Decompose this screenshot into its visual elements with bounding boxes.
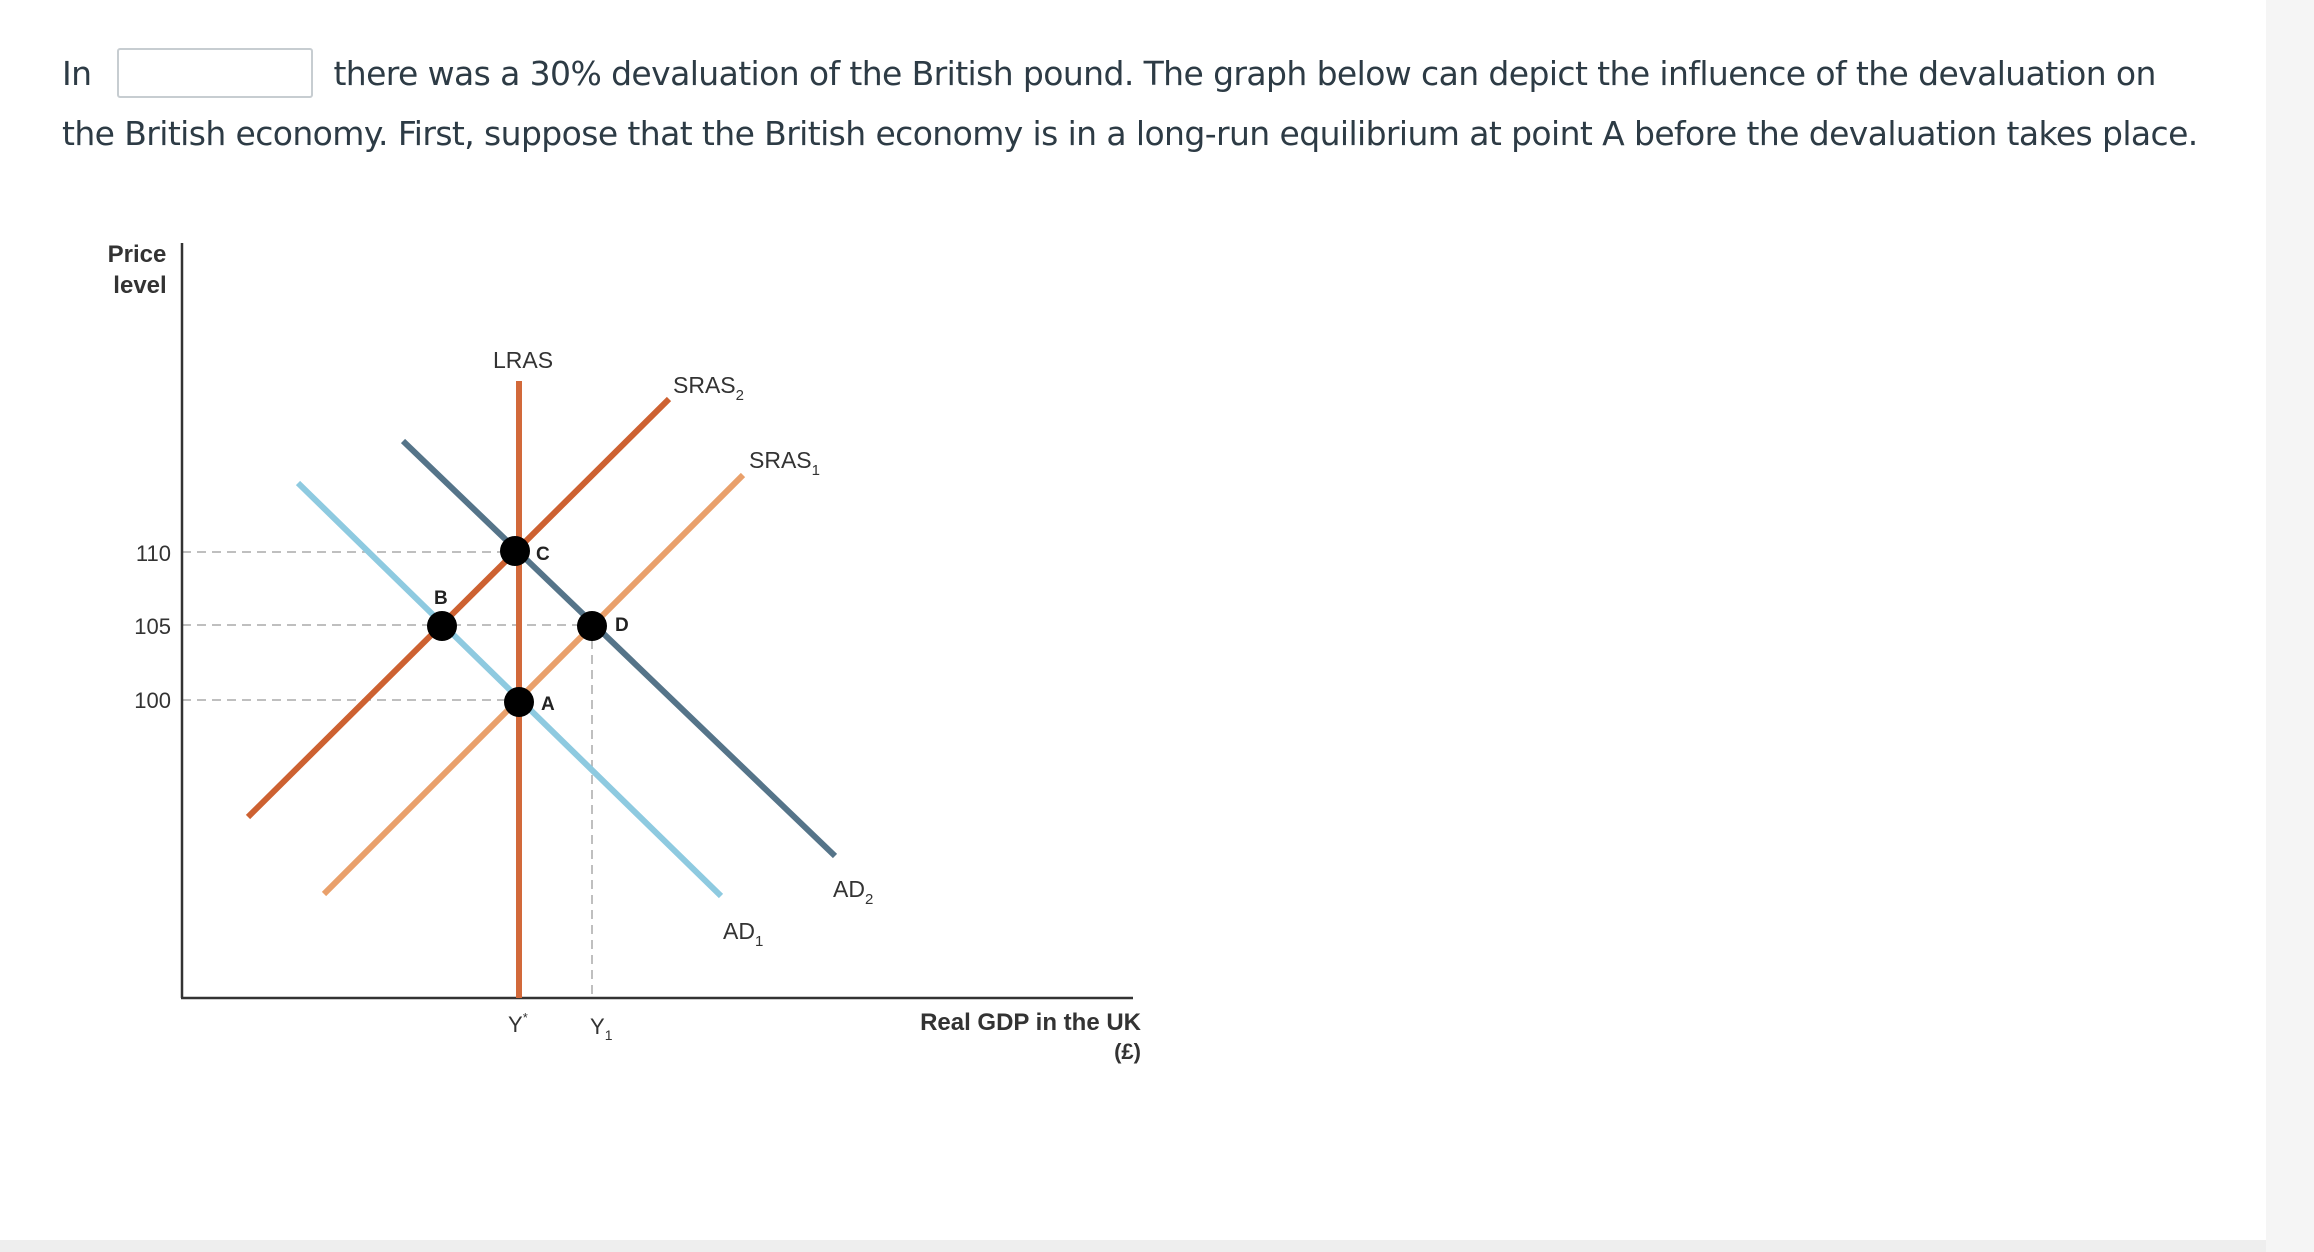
y-axis-title-line2: level <box>113 272 166 299</box>
x-tick-y1: Y1 <box>590 1014 613 1043</box>
sras2-curve <box>245 396 672 820</box>
y-tick-105: 105 <box>134 614 171 639</box>
bottom-border <box>0 1240 2266 1252</box>
question-body: there was a 30% devaluation of the Briti… <box>62 54 2198 153</box>
ad2-curve <box>400 438 838 859</box>
point-c-label: C <box>536 544 550 565</box>
guide-lines <box>182 551 593 996</box>
point-b-label: B <box>434 588 448 609</box>
y-axis-title-line1: Price <box>108 241 167 268</box>
sras2-label: SRAS2 <box>673 372 744 404</box>
ad2-label: AD2 <box>833 876 873 908</box>
x-axis-title-line1: Real GDP in the UK <box>920 1009 1142 1036</box>
question-prefix: In <box>62 54 92 93</box>
point-d-label: D <box>615 615 629 636</box>
axes <box>180 243 1133 1000</box>
y-tick-100: 100 <box>134 688 171 713</box>
point-c-dot <box>500 536 530 566</box>
point-a-label: A <box>541 694 555 715</box>
ad1-label: AD1 <box>723 918 763 950</box>
question-text: In there was a 30% devaluation of the Bri… <box>62 44 2202 164</box>
point-d-dot <box>577 611 607 641</box>
x-axis-title-line2: (£) <box>1114 1039 1141 1064</box>
scrollbar-track <box>2266 0 2314 1252</box>
point-a-dot <box>504 687 534 717</box>
point-b-dot <box>427 611 457 641</box>
lras-label: LRAS <box>493 347 553 373</box>
sras1-curve <box>321 472 746 897</box>
answer-input-box[interactable] <box>117 47 314 98</box>
x-tick-ystar: Y* <box>508 1010 528 1037</box>
sras1-label: SRAS1 <box>749 447 820 479</box>
y-tick-110: 110 <box>136 541 171 566</box>
ad1-curve <box>295 480 724 899</box>
